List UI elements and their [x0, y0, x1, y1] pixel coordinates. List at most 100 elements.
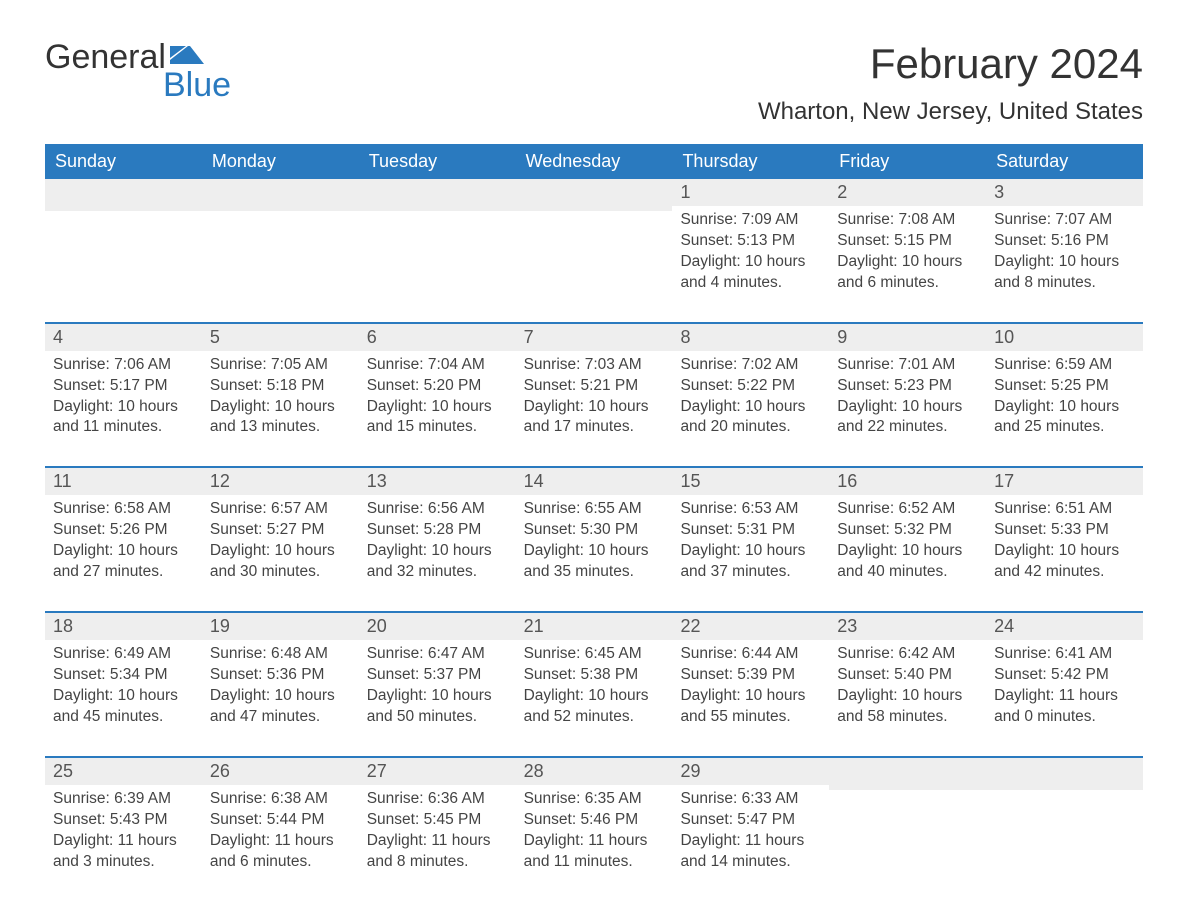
day-content: Sunrise: 6:59 AMSunset: 5:25 PMDaylight:…: [986, 351, 1143, 447]
day-content: Sunrise: 6:56 AMSunset: 5:28 PMDaylight:…: [359, 495, 516, 591]
day-number: 6: [359, 324, 516, 351]
sunrise-text: Sunrise: 6:57 AM: [210, 499, 351, 520]
sunrise-text: Sunrise: 7:09 AM: [680, 210, 821, 231]
daylight-text: Daylight: 11 hours and 6 minutes.: [210, 831, 351, 873]
day-number: 11: [45, 468, 202, 495]
sunset-text: Sunset: 5:26 PM: [53, 520, 194, 541]
weekday-cell: Friday: [829, 144, 986, 179]
day-number: [359, 179, 516, 211]
day-number: 12: [202, 468, 359, 495]
daylight-text: Daylight: 10 hours and 32 minutes.: [367, 541, 508, 583]
day-cell: 22Sunrise: 6:44 AMSunset: 5:39 PMDayligh…: [672, 613, 829, 736]
day-content: Sunrise: 7:03 AMSunset: 5:21 PMDaylight:…: [516, 351, 673, 447]
day-cell: 1Sunrise: 7:09 AMSunset: 5:13 PMDaylight…: [672, 179, 829, 302]
day-content: Sunrise: 6:36 AMSunset: 5:45 PMDaylight:…: [359, 785, 516, 881]
sunrise-text: Sunrise: 6:51 AM: [994, 499, 1135, 520]
day-number: 16: [829, 468, 986, 495]
sunrise-text: Sunrise: 7:02 AM: [680, 355, 821, 376]
day-number: 10: [986, 324, 1143, 351]
day-number: 17: [986, 468, 1143, 495]
day-content: Sunrise: 6:55 AMSunset: 5:30 PMDaylight:…: [516, 495, 673, 591]
day-cell: 28Sunrise: 6:35 AMSunset: 5:46 PMDayligh…: [516, 758, 673, 881]
day-cell: 8Sunrise: 7:02 AMSunset: 5:22 PMDaylight…: [672, 324, 829, 447]
daylight-text: Daylight: 10 hours and 45 minutes.: [53, 686, 194, 728]
day-number: 25: [45, 758, 202, 785]
sunset-text: Sunset: 5:16 PM: [994, 231, 1135, 252]
day-cell: 6Sunrise: 7:04 AMSunset: 5:20 PMDaylight…: [359, 324, 516, 447]
sunset-text: Sunset: 5:44 PM: [210, 810, 351, 831]
day-number: 14: [516, 468, 673, 495]
day-number: 21: [516, 613, 673, 640]
week-row: 4Sunrise: 7:06 AMSunset: 5:17 PMDaylight…: [45, 322, 1143, 447]
sunrise-text: Sunrise: 6:47 AM: [367, 644, 508, 665]
day-number: 23: [829, 613, 986, 640]
daylight-text: Daylight: 10 hours and 25 minutes.: [994, 397, 1135, 439]
daylight-text: Daylight: 10 hours and 8 minutes.: [994, 252, 1135, 294]
sunset-text: Sunset: 5:17 PM: [53, 376, 194, 397]
day-number: 19: [202, 613, 359, 640]
sunset-text: Sunset: 5:47 PM: [680, 810, 821, 831]
day-cell: 17Sunrise: 6:51 AMSunset: 5:33 PMDayligh…: [986, 468, 1143, 591]
sunrise-text: Sunrise: 7:06 AM: [53, 355, 194, 376]
sunset-text: Sunset: 5:18 PM: [210, 376, 351, 397]
day-cell: 11Sunrise: 6:58 AMSunset: 5:26 PMDayligh…: [45, 468, 202, 591]
daylight-text: Daylight: 10 hours and 42 minutes.: [994, 541, 1135, 583]
day-content: Sunrise: 7:04 AMSunset: 5:20 PMDaylight:…: [359, 351, 516, 447]
sunrise-text: Sunrise: 7:04 AM: [367, 355, 508, 376]
day-cell: [45, 179, 202, 302]
day-number: 15: [672, 468, 829, 495]
sunrise-text: Sunrise: 6:48 AM: [210, 644, 351, 665]
weeks-container: 1Sunrise: 7:09 AMSunset: 5:13 PMDaylight…: [45, 179, 1143, 880]
sunrise-text: Sunrise: 6:38 AM: [210, 789, 351, 810]
daylight-text: Daylight: 10 hours and 30 minutes.: [210, 541, 351, 583]
day-cell: 21Sunrise: 6:45 AMSunset: 5:38 PMDayligh…: [516, 613, 673, 736]
sunrise-text: Sunrise: 6:45 AM: [524, 644, 665, 665]
day-cell: 25Sunrise: 6:39 AMSunset: 5:43 PMDayligh…: [45, 758, 202, 881]
daylight-text: Daylight: 10 hours and 27 minutes.: [53, 541, 194, 583]
sunset-text: Sunset: 5:20 PM: [367, 376, 508, 397]
daylight-text: Daylight: 11 hours and 11 minutes.: [524, 831, 665, 873]
sunrise-text: Sunrise: 6:39 AM: [53, 789, 194, 810]
day-content: Sunrise: 6:58 AMSunset: 5:26 PMDaylight:…: [45, 495, 202, 591]
day-content: Sunrise: 6:51 AMSunset: 5:33 PMDaylight:…: [986, 495, 1143, 591]
daylight-text: Daylight: 10 hours and 35 minutes.: [524, 541, 665, 583]
daylight-text: Daylight: 11 hours and 0 minutes.: [994, 686, 1135, 728]
week-row: 18Sunrise: 6:49 AMSunset: 5:34 PMDayligh…: [45, 611, 1143, 736]
day-cell: 27Sunrise: 6:36 AMSunset: 5:45 PMDayligh…: [359, 758, 516, 881]
week-row: 1Sunrise: 7:09 AMSunset: 5:13 PMDaylight…: [45, 179, 1143, 302]
calendar: SundayMondayTuesdayWednesdayThursdayFrid…: [45, 144, 1143, 880]
day-content: Sunrise: 7:09 AMSunset: 5:13 PMDaylight:…: [672, 206, 829, 302]
day-cell: 4Sunrise: 7:06 AMSunset: 5:17 PMDaylight…: [45, 324, 202, 447]
day-content: Sunrise: 7:01 AMSunset: 5:23 PMDaylight:…: [829, 351, 986, 447]
day-cell: 23Sunrise: 6:42 AMSunset: 5:40 PMDayligh…: [829, 613, 986, 736]
day-cell: 16Sunrise: 6:52 AMSunset: 5:32 PMDayligh…: [829, 468, 986, 591]
day-cell: 9Sunrise: 7:01 AMSunset: 5:23 PMDaylight…: [829, 324, 986, 447]
day-number: 2: [829, 179, 986, 206]
day-content: Sunrise: 6:33 AMSunset: 5:47 PMDaylight:…: [672, 785, 829, 881]
day-number: 27: [359, 758, 516, 785]
day-cell: 7Sunrise: 7:03 AMSunset: 5:21 PMDaylight…: [516, 324, 673, 447]
sunset-text: Sunset: 5:27 PM: [210, 520, 351, 541]
day-number: 3: [986, 179, 1143, 206]
day-content: Sunrise: 7:02 AMSunset: 5:22 PMDaylight:…: [672, 351, 829, 447]
day-cell: [986, 758, 1143, 881]
day-number: 7: [516, 324, 673, 351]
day-content: Sunrise: 6:41 AMSunset: 5:42 PMDaylight:…: [986, 640, 1143, 736]
sunset-text: Sunset: 5:32 PM: [837, 520, 978, 541]
day-cell: [829, 758, 986, 881]
daylight-text: Daylight: 10 hours and 6 minutes.: [837, 252, 978, 294]
sunrise-text: Sunrise: 7:07 AM: [994, 210, 1135, 231]
sunrise-text: Sunrise: 6:44 AM: [680, 644, 821, 665]
sunrise-text: Sunrise: 7:01 AM: [837, 355, 978, 376]
day-cell: 3 Sunrise: 7:07 AMSunset: 5:16 PMDaylight…: [986, 179, 1143, 302]
sunrise-text: Sunrise: 6:33 AM: [680, 789, 821, 810]
daylight-text: Daylight: 10 hours and 17 minutes.: [524, 397, 665, 439]
sunrise-text: Sunrise: 6:36 AM: [367, 789, 508, 810]
title-block: February 2024 Wharton, New Jersey, Unite…: [758, 40, 1143, 126]
day-cell: 29Sunrise: 6:33 AMSunset: 5:47 PMDayligh…: [672, 758, 829, 881]
daylight-text: Daylight: 10 hours and 58 minutes.: [837, 686, 978, 728]
logo-word1: General: [45, 40, 166, 74]
day-cell: 5Sunrise: 7:05 AMSunset: 5:18 PMDaylight…: [202, 324, 359, 447]
day-content: Sunrise: 6:35 AMSunset: 5:46 PMDaylight:…: [516, 785, 673, 881]
sunrise-text: Sunrise: 6:42 AM: [837, 644, 978, 665]
